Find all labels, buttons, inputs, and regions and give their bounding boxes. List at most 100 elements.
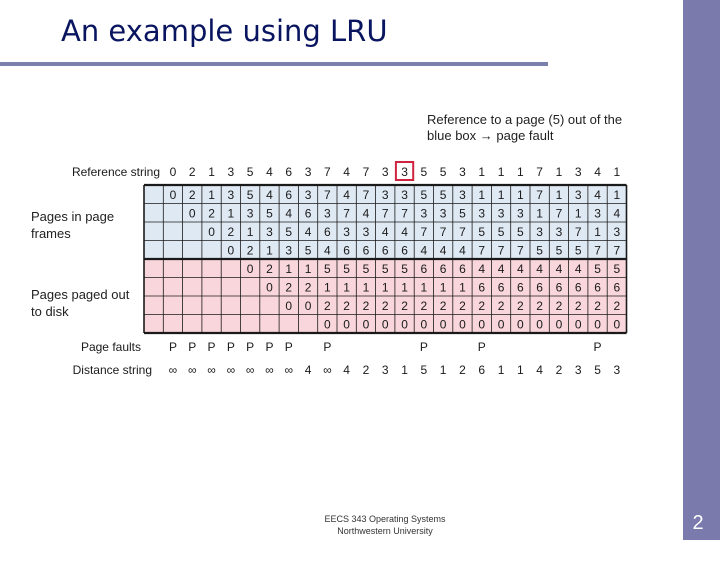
table-cell [144,222,164,241]
stack-value: 0 [478,317,485,331]
stack-value: 6 [498,280,505,294]
stack-value: 5 [401,262,408,276]
stack-value: 6 [594,280,601,294]
table-cell [510,296,530,315]
stack-value: 3 [556,225,563,239]
table-cell [182,314,202,333]
distance-value: ∞ [169,363,178,377]
reference-value: 3 [459,165,466,179]
stack-value: 7 [575,225,582,239]
table-cell [607,240,627,259]
footer: EECS 343 Operating Systems Northwestern … [300,513,470,537]
stack-value: 6 [614,280,621,294]
stack-value: 2 [536,299,543,313]
stack-value: 2 [285,280,292,294]
table-cell [337,314,357,333]
table-cell [163,240,183,259]
lru-figure: Reference string Page faults Distance st… [72,161,628,377]
table-cell [182,203,202,222]
table-cell [472,203,492,222]
table-cell [337,222,357,241]
stack-value: 0 [536,317,543,331]
stack-value: 4 [614,206,621,220]
reference-string-label: Reference string [72,165,160,179]
stack-value: 0 [459,317,466,331]
table-cell [163,259,183,278]
stack-value: 4 [536,262,543,276]
table-cell [394,259,415,278]
table-cell [414,277,434,296]
table-cell [259,222,280,241]
table-cell [587,296,608,315]
distance-value: ∞ [323,363,332,377]
table-cell [279,314,299,333]
stack-value: 2 [247,243,254,257]
table-cell [259,314,280,333]
table-cell [298,240,318,259]
table-cell [201,185,222,204]
table-cell [452,222,473,241]
stack-value: 5 [440,188,447,202]
table-cell [472,222,492,241]
table-cell [568,277,588,296]
table-cell [221,222,241,241]
stack-value: 7 [594,243,601,257]
distance-string-label: Distance string [73,363,152,377]
stack-value: 1 [208,188,215,202]
table-cell [472,240,492,259]
table-cell [452,296,473,315]
table-cell [414,314,434,333]
stack-value: 1 [594,225,601,239]
table-cell [182,240,202,259]
stack-value: 6 [305,206,312,220]
stack-value: 6 [421,262,428,276]
stack-value: 1 [343,280,350,294]
stack-value: 4 [324,243,331,257]
table-cell [587,314,608,333]
stack-value: 7 [478,243,485,257]
stack-value: 5 [459,206,466,220]
table-cell [568,259,588,278]
table-cell [394,185,415,204]
stack-value: 3 [343,225,350,239]
stack-value: 2 [189,188,196,202]
stack-value: 1 [440,280,447,294]
table-cell [279,296,299,315]
stack-value: 6 [285,188,292,202]
stack-value: 0 [594,317,601,331]
side-bar [683,0,720,540]
table-cell [240,185,260,204]
stack-value: 3 [575,188,582,202]
stack-value: 4 [382,225,389,239]
page-faults-label: Page faults [81,340,141,354]
table-cell [240,203,260,222]
table-cell [240,296,260,315]
table-cell [491,203,511,222]
table-cell [298,185,318,204]
stack-value: 2 [305,280,312,294]
reference-value: 2 [189,165,196,179]
table-cell [298,314,318,333]
stack-value: 3 [247,206,254,220]
table-cell [452,277,473,296]
table-cell [375,296,395,315]
table-cell [394,222,415,241]
distance-value: 3 [614,363,621,377]
table-cell [201,240,222,259]
table-cell [279,203,299,222]
table-cell [549,185,569,204]
distance-value: 3 [575,363,582,377]
footer-course: EECS 343 Operating Systems [324,514,446,524]
page-fault-mark: P [169,340,177,354]
stack-value: 1 [324,280,331,294]
table-cell [510,240,530,259]
table-cell [201,259,222,278]
stack-value: 0 [440,317,447,331]
stack-value: 1 [382,280,389,294]
stack-value: 0 [575,317,582,331]
title-underline [0,62,548,66]
distance-value: 4 [343,363,350,377]
table-cell [549,222,569,241]
table-cell [587,222,608,241]
stack-value: 1 [575,206,582,220]
